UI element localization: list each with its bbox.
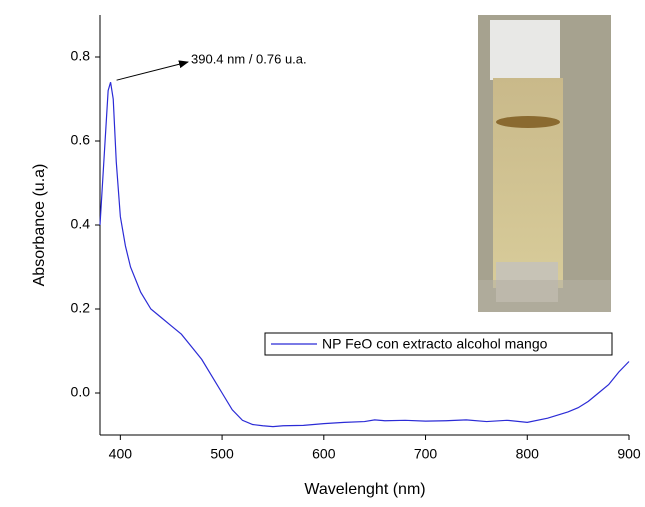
annotation-arrow: [116, 60, 189, 81]
x-tick-label: 500: [210, 446, 234, 462]
y-axis-label: Absorbance (u.a): [31, 164, 48, 287]
x-tick-label: 900: [617, 446, 641, 462]
annotation: 390.4 nm / 0.76 u.a.: [191, 51, 307, 66]
data-line: [99, 82, 630, 428]
y-tick-label: 0.4: [71, 216, 91, 232]
x-tick-label: 400: [109, 446, 133, 462]
x-tick-label: 600: [312, 446, 336, 462]
legend-box: [264, 332, 613, 356]
y-tick-label: 0.0: [71, 384, 91, 400]
y-tick-label: 0.8: [71, 48, 91, 64]
cuvette-photo: [478, 15, 611, 312]
y-tick-label: 0.2: [71, 300, 91, 316]
legend-label: NP FeO con extracto alcohol mango: [322, 336, 548, 352]
x-tick-label: 700: [414, 446, 438, 462]
y-tick-label: 0.6: [71, 132, 91, 148]
x-tick-label: 800: [516, 446, 540, 462]
x-axis-label: Wavelenght (nm): [304, 481, 425, 498]
